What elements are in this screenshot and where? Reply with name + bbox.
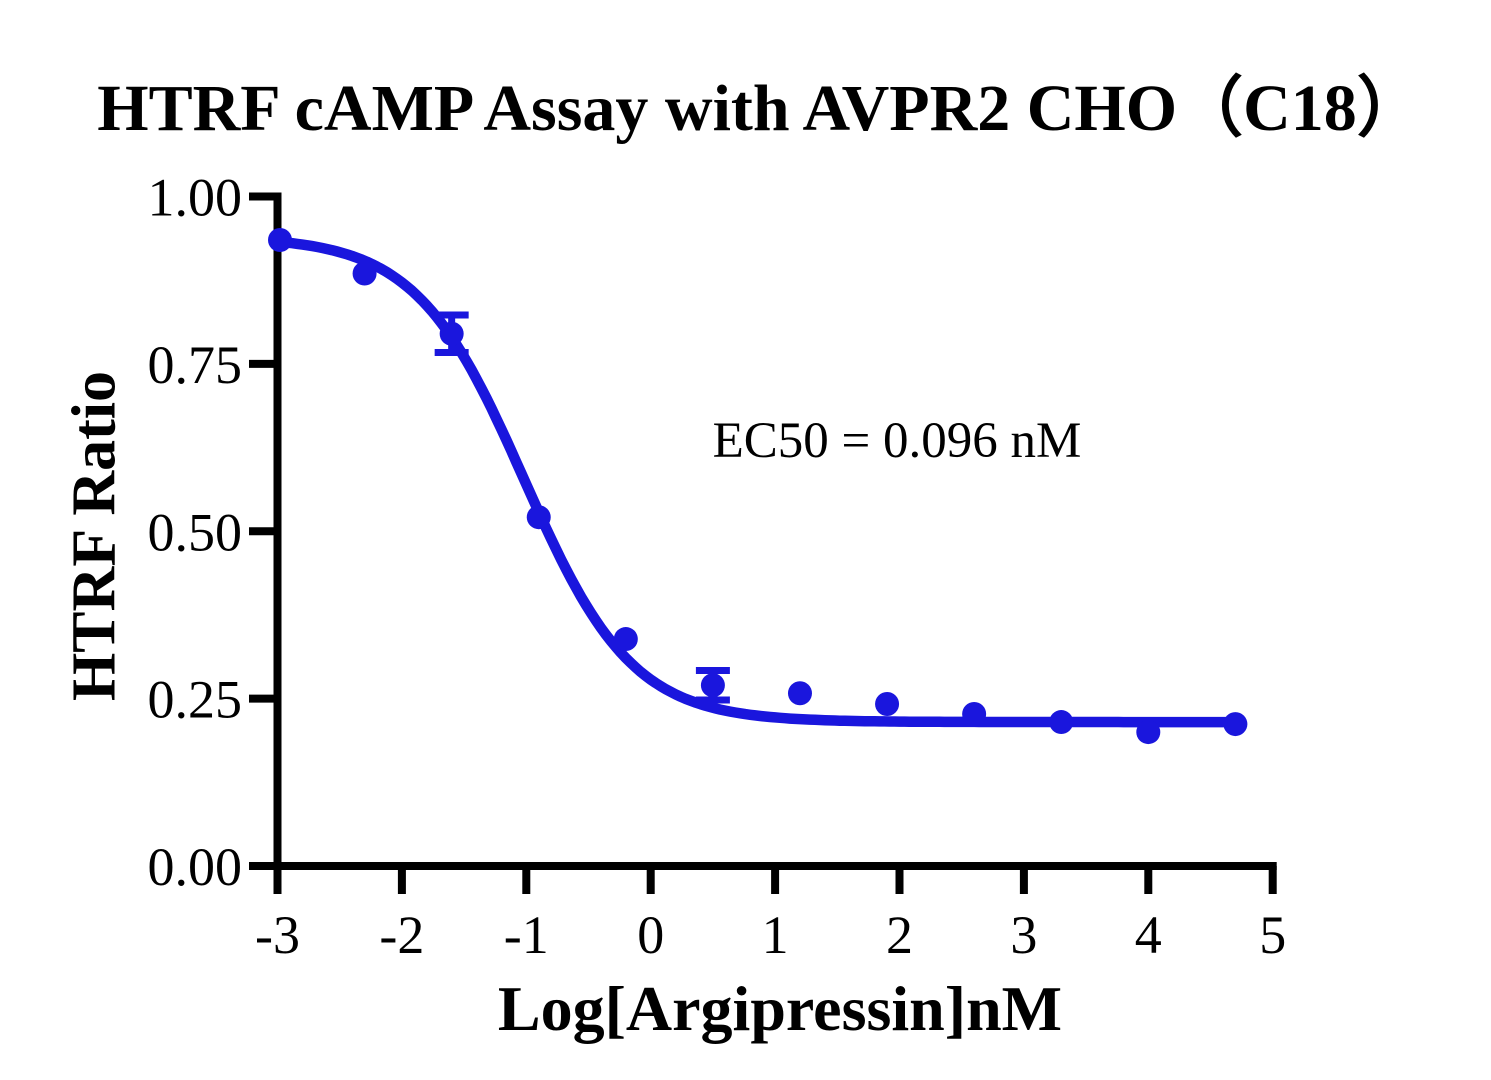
data-point	[1049, 710, 1074, 735]
x-tick-label: 3	[1010, 905, 1037, 965]
data-point	[787, 681, 812, 706]
data-point	[1223, 712, 1248, 737]
x-tick-label: 2	[886, 905, 913, 965]
dose-response-curve	[272, 236, 1244, 728]
y-tick-label: 0.00	[148, 837, 243, 897]
chart-title: HTRF cAMP Assay with AVPR2 CHO（C18）	[97, 72, 1423, 145]
data-point	[962, 702, 987, 727]
y-tick-label: 0.25	[148, 670, 243, 730]
x-tick-label: -2	[379, 905, 424, 965]
data-point	[526, 505, 551, 530]
y-tick-label: 0.75	[148, 335, 243, 395]
x-tick-label: 5	[1259, 905, 1286, 965]
data-point	[613, 627, 638, 652]
x-tick-label: 0	[637, 905, 664, 965]
x-tick-label: 1	[762, 905, 789, 965]
data-point	[268, 228, 292, 253]
x-tick-label: -1	[504, 905, 549, 965]
x-axis-title: Log[Argipressin]nM	[497, 973, 1063, 1044]
data-point	[1136, 720, 1161, 745]
data-point	[352, 261, 377, 286]
data-point	[875, 691, 900, 716]
x-tick-label: -3	[255, 905, 300, 965]
data-point	[700, 673, 725, 698]
y-tick-label: 1.00	[148, 168, 243, 228]
y-tick-label: 0.50	[148, 502, 243, 562]
ec50-annotation: EC50 = 0.096 nM	[712, 413, 1082, 469]
x-tick-label: 4	[1135, 905, 1162, 965]
data-point	[439, 321, 464, 346]
y-axis-title: HTRF Ratio	[60, 370, 129, 702]
